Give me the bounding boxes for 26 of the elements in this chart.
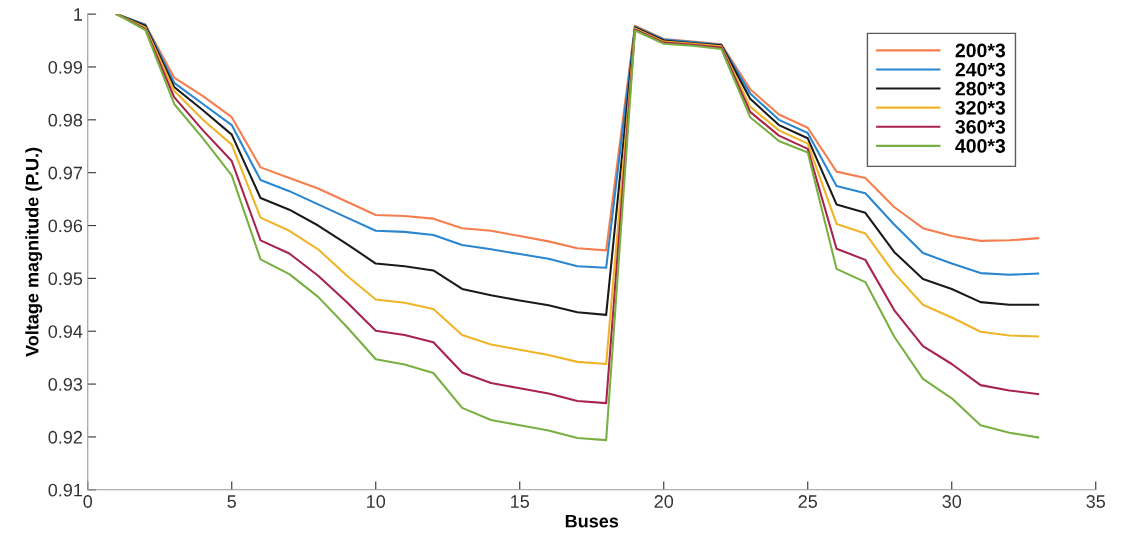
y-tick-label: 0.98 [48,113,83,127]
legend-label: 280*3 [955,81,1006,96]
x-tick-label: 25 [798,495,818,508]
legend-label: 240*3 [955,62,1006,77]
y-tick-label: 0.96 [48,219,83,233]
x-tick-label: 20 [654,495,674,508]
x-axis-title: Buses [565,514,619,528]
y-tick-label: 0.92 [48,430,82,444]
x-tick-label: 35 [1086,495,1106,508]
y-tick-label: 0.91 [48,483,83,497]
x-tick-label: 0 [83,495,93,508]
y-axis-title: Voltage magnitude (P.U.) [25,147,43,357]
y-tick-label: 0.95 [48,272,83,286]
y-tick-label: 0.93 [48,378,83,391]
legend-label: 400*3 [955,139,1006,153]
y-tick-label: 0.99 [48,60,83,74]
y-tick-label: 1 [74,8,83,21]
legend-label: 320*3 [955,100,1006,115]
x-tick-label: 15 [511,495,530,508]
y-tick-label: 0.94 [48,325,83,338]
legend-label: 360*3 [955,119,1006,134]
x-tick-label: 5 [227,495,237,508]
x-tick-label: 10 [367,495,386,508]
legend-label: 200*3 [955,43,1006,58]
y-tick-label: 0.97 [48,166,82,180]
x-tick-label: 30 [942,495,962,508]
